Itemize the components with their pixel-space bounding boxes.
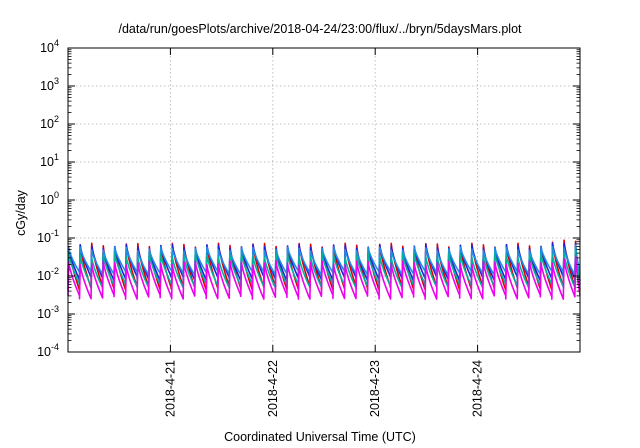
- y-tick-label: 100: [40, 190, 59, 207]
- y-axis-label: cGy/day: [14, 190, 28, 236]
- series-line-2: [67, 242, 581, 282]
- x-tick-label: 2018-4-22: [266, 360, 280, 417]
- series-line-3: [67, 244, 581, 276]
- y-tick-label: 10-1: [37, 228, 59, 245]
- grid: [68, 48, 580, 352]
- x-tick-label: 2018-4-24: [471, 360, 485, 417]
- y-tick-label: 10-4: [37, 342, 59, 359]
- y-tick-label: 101: [40, 152, 59, 169]
- y-tick-labels: 10-4 10-3 10-2 10-1 100 101 102 103 104: [37, 38, 59, 359]
- x-axis-label: Coordinated Universal Time (UTC): [224, 430, 416, 444]
- y-tick-label: 103: [40, 76, 59, 93]
- y-tick-label: 102: [40, 114, 59, 131]
- chart-title: /data/run/goesPlots/archive/2018-04-24/2…: [118, 22, 522, 36]
- x-tick-label: 2018-4-23: [368, 360, 382, 417]
- y-tick-label: 10-2: [37, 266, 59, 283]
- y-tick-label: 10-3: [37, 304, 59, 321]
- y-tick-label: 104: [40, 38, 59, 55]
- series-line-1: [67, 239, 581, 292]
- tick-marks: [68, 47, 580, 353]
- x-tick-labels: 2018-4-21 2018-4-22 2018-4-23 2018-4-24: [163, 360, 484, 417]
- series-group: [67, 239, 581, 300]
- series-line-5: [67, 254, 581, 300]
- x-tick-label: 2018-4-21: [163, 360, 177, 417]
- series-line-4: [67, 247, 581, 289]
